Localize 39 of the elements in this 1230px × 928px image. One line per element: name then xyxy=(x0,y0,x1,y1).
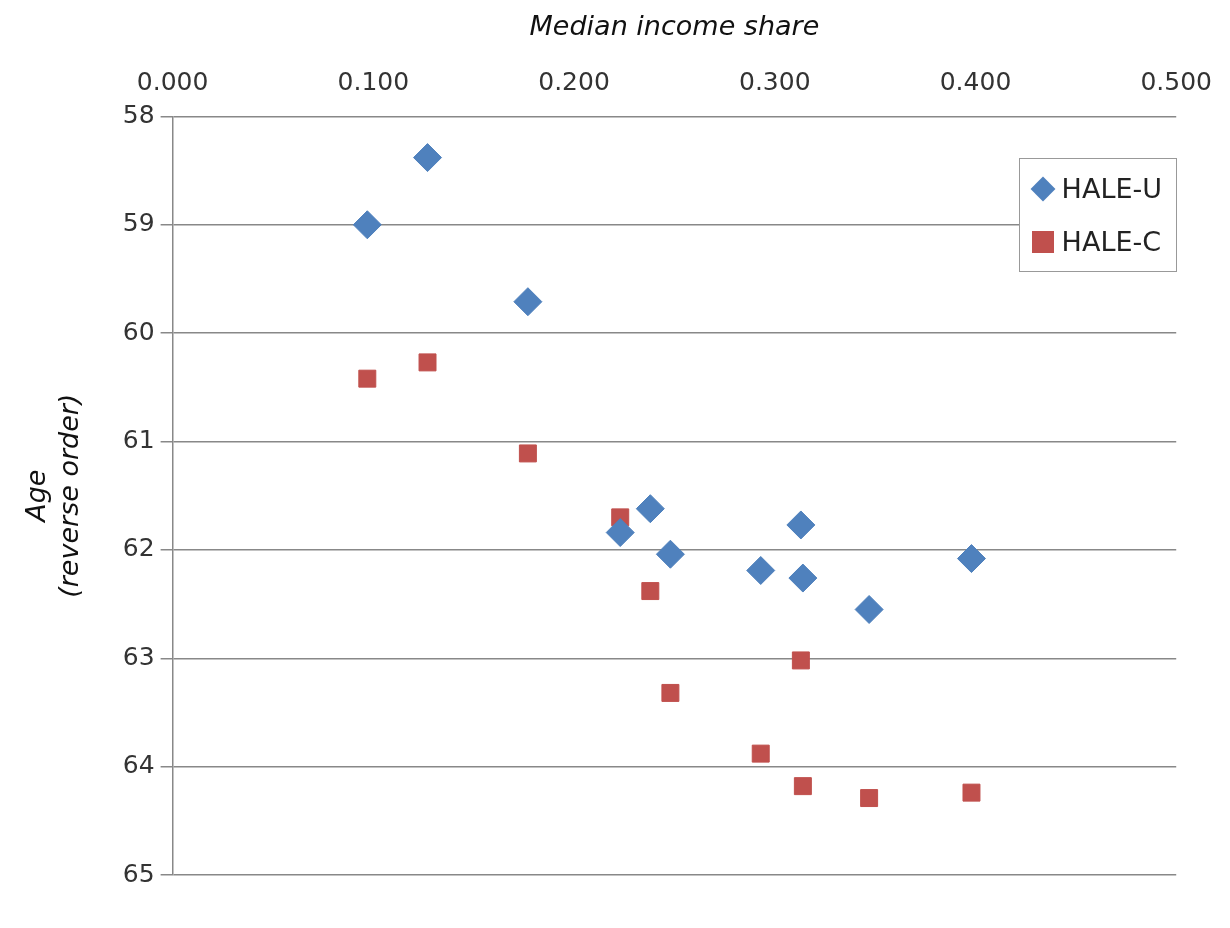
point xyxy=(513,287,543,317)
x-tick-label: 0.300 xyxy=(738,66,811,96)
y-tick-label: 61 xyxy=(122,425,155,455)
point xyxy=(791,651,810,670)
y-tick-label: 58 xyxy=(122,99,155,129)
x-tick-label: 0.100 xyxy=(337,66,410,96)
point xyxy=(641,582,660,601)
point xyxy=(352,210,382,240)
point xyxy=(635,494,665,524)
x-tick-label: 0.400 xyxy=(939,66,1012,96)
point xyxy=(860,789,879,808)
point xyxy=(854,594,884,624)
point xyxy=(788,563,818,593)
point xyxy=(746,555,776,585)
point xyxy=(956,544,986,574)
x-tick-label: 0.500 xyxy=(1140,66,1212,96)
point xyxy=(518,444,537,463)
point xyxy=(605,518,635,548)
y-tick-label: 64 xyxy=(122,750,155,780)
point xyxy=(661,683,680,702)
point xyxy=(413,143,443,173)
legend-label: HALE-U xyxy=(1061,173,1162,204)
x-tick-label: 0.000 xyxy=(136,66,209,96)
point xyxy=(962,783,981,802)
point xyxy=(418,353,437,372)
legend-label: HALE-C xyxy=(1061,226,1162,257)
point xyxy=(358,369,377,388)
y-tick-label: 62 xyxy=(122,533,155,563)
y-axis-title: Age (reverse order) xyxy=(20,393,84,598)
y-tick-label: 65 xyxy=(122,858,155,888)
y-tick-label: 63 xyxy=(122,641,155,671)
point xyxy=(793,777,812,796)
y-tick-label: 60 xyxy=(122,316,155,346)
x-axis-title: Median income share xyxy=(529,10,820,42)
point xyxy=(751,744,770,763)
point xyxy=(786,510,816,540)
point xyxy=(655,539,685,569)
x-tick-label: 0.200 xyxy=(538,66,610,96)
y-tick-label: 59 xyxy=(122,208,155,238)
